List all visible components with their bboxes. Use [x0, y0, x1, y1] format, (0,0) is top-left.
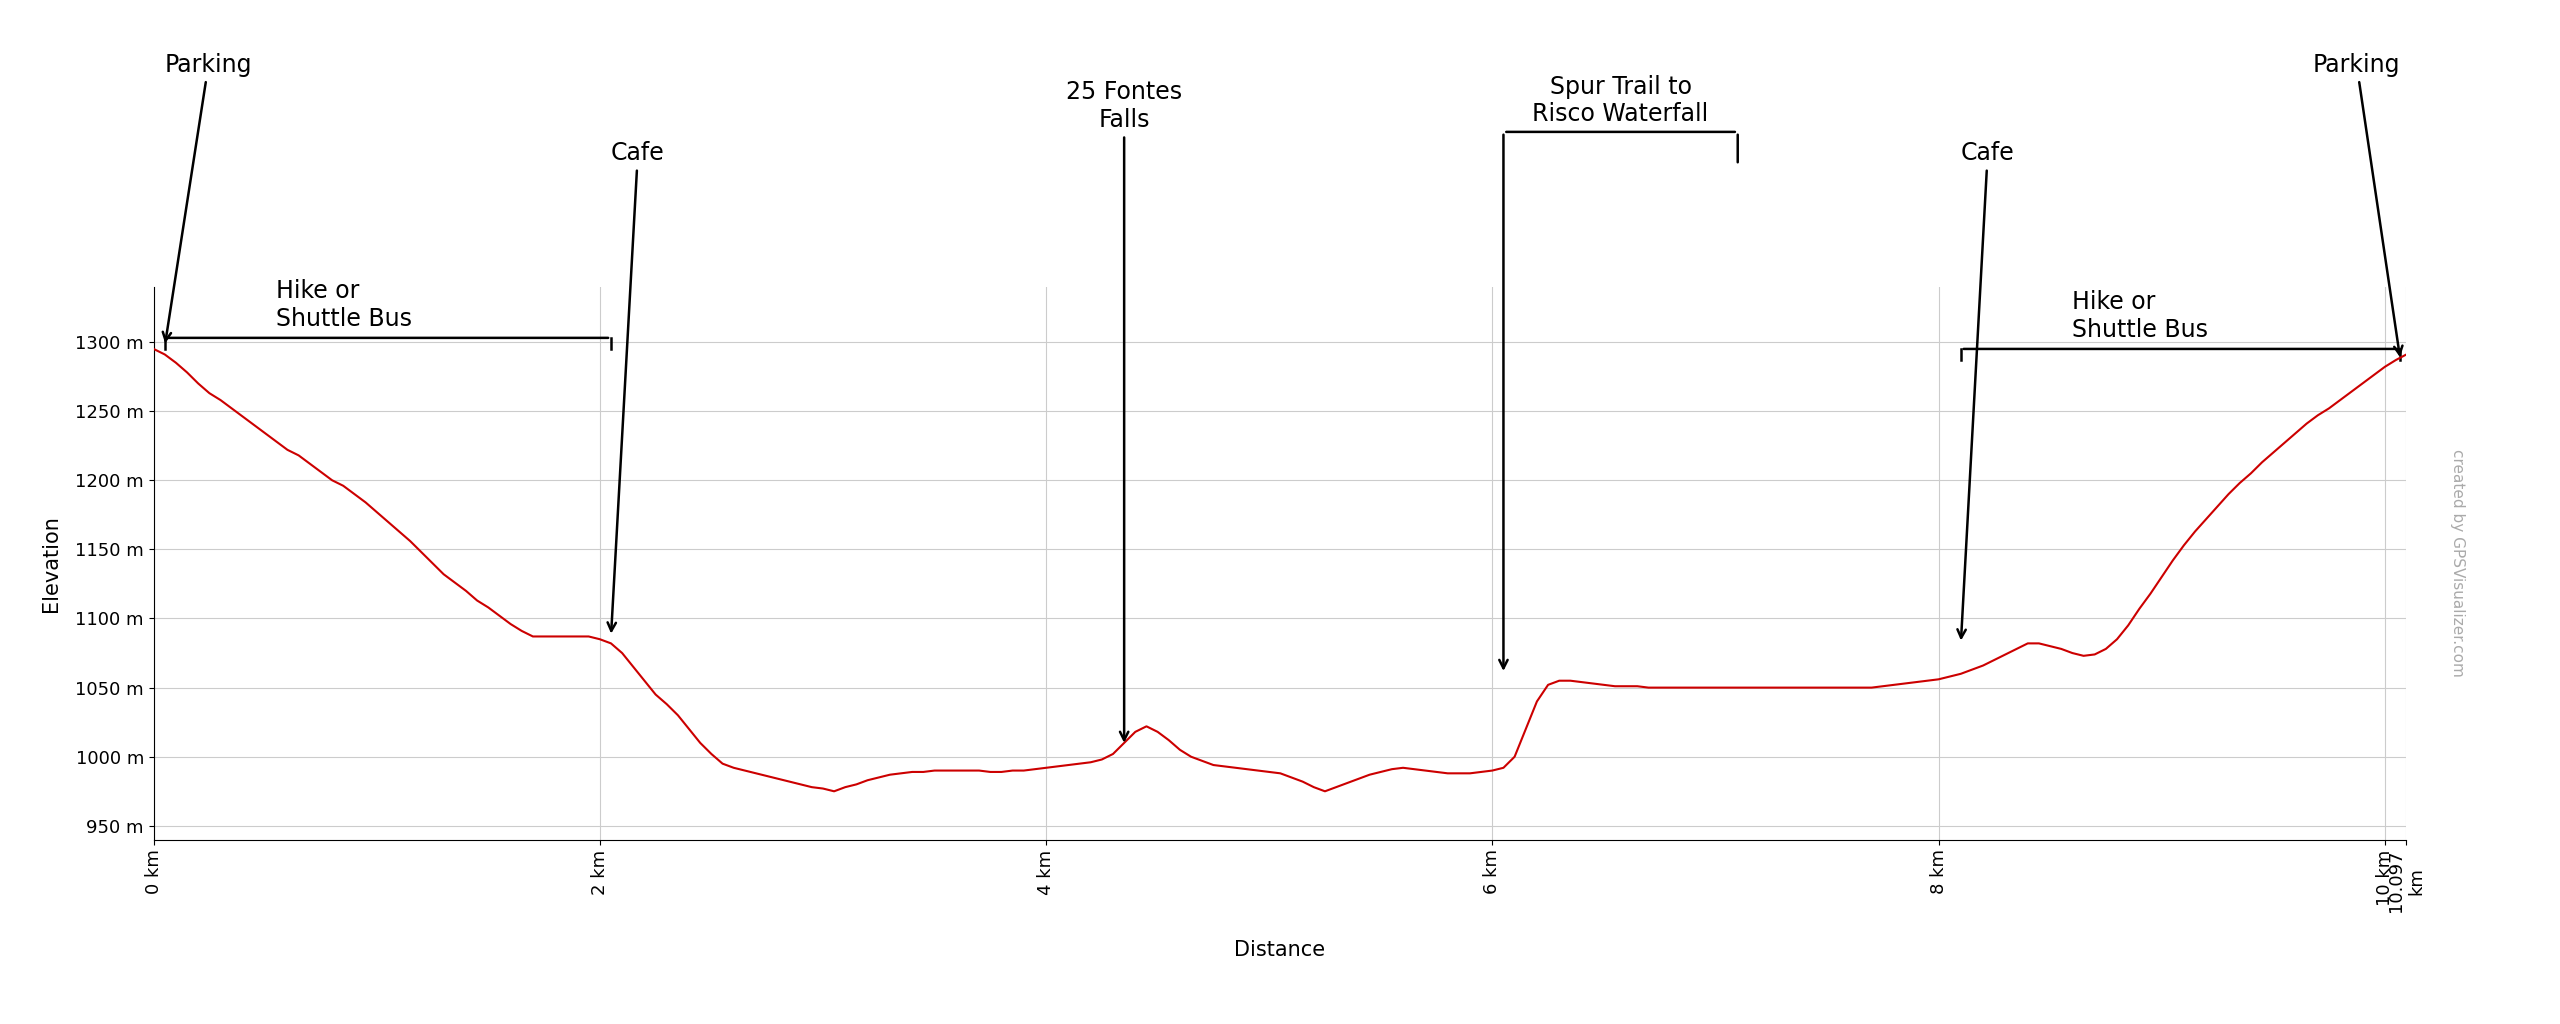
Y-axis label: Elevation: Elevation: [41, 515, 61, 611]
Text: Hike or
Shuttle Bus: Hike or Shuttle Bus: [2074, 290, 2209, 342]
Text: Spur Trail to
Risco Waterfall: Spur Trail to Risco Waterfall: [1533, 75, 1708, 126]
Text: Cafe: Cafe: [607, 141, 666, 631]
X-axis label: Distance: Distance: [1234, 940, 1326, 959]
Text: Parking: Parking: [2312, 52, 2401, 354]
Text: Parking: Parking: [164, 52, 253, 341]
Text: created by GPSVisualizer.com: created by GPSVisualizer.com: [2450, 450, 2465, 677]
Text: Hike or
Shuttle Bus: Hike or Shuttle Bus: [276, 280, 412, 331]
Text: 25 Fontes
Falls: 25 Fontes Falls: [1065, 80, 1183, 740]
Text: Cafe: Cafe: [1958, 141, 2015, 638]
